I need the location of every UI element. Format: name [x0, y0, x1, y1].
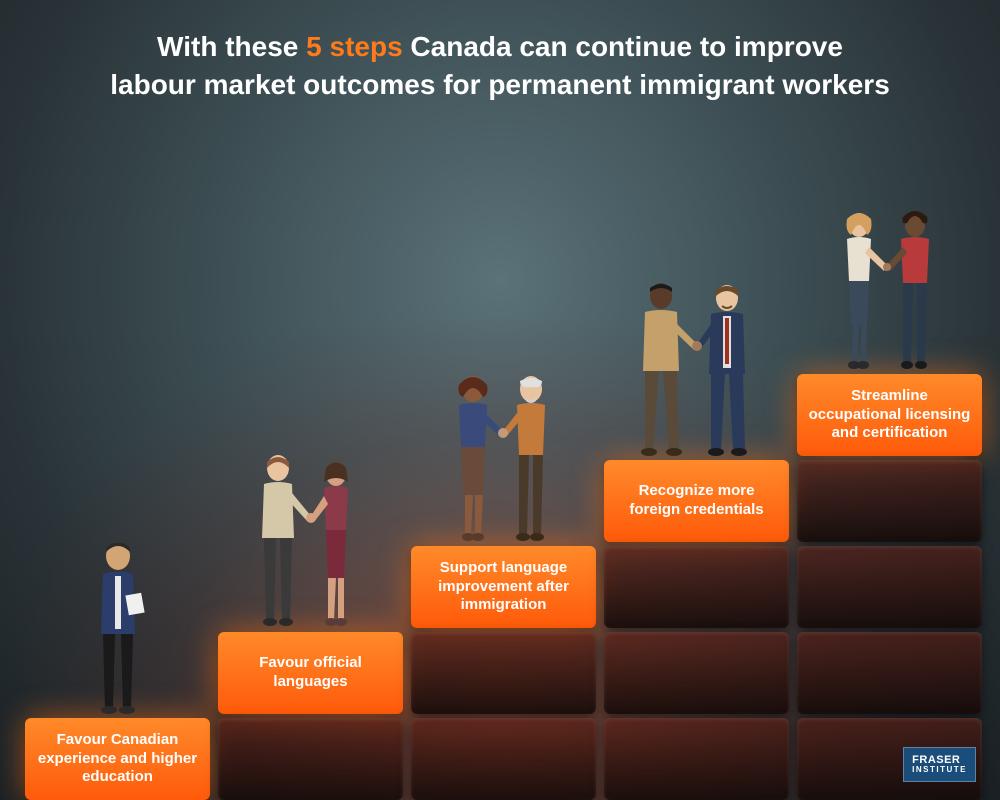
step-5-column: Streamline occupational licensing and ce… — [797, 370, 982, 800]
people-handshake-1 — [236, 448, 386, 628]
step-2-dark-1 — [218, 718, 403, 800]
step-5-dark-1 — [797, 460, 982, 542]
logo-sub: INSTITUTE — [912, 766, 967, 775]
step-5-dark-3 — [797, 632, 982, 714]
step-1-column: Favour Canadian experience and higher ed… — [25, 714, 210, 800]
step-4-dark-2 — [604, 632, 789, 714]
step-5-label-block: Streamline occupational licensing and ce… — [797, 374, 982, 456]
people-handshake-4 — [817, 205, 962, 370]
people-handshake-3 — [617, 276, 777, 456]
headline: With these 5 steps Canada can continue t… — [0, 28, 1000, 104]
step-1-label: Favour Canadian experience and higher ed… — [33, 731, 202, 787]
fraser-institute-logo: FRASER INSTITUTE — [903, 747, 976, 782]
step-3-dark-2 — [411, 718, 596, 800]
step-4-label: Recognize more foreign credentials — [612, 482, 781, 520]
step-3-label: Support language improvement after immig… — [419, 559, 588, 615]
step-1-people — [25, 534, 210, 714]
title-pre: With these — [157, 31, 306, 62]
step-2-label-block: Favour official languages — [218, 632, 403, 714]
step-3-people — [411, 367, 596, 542]
step-5-label: Streamline occupational licensing and ce… — [805, 387, 974, 443]
step-3-label-block: Support language improvement after immig… — [411, 546, 596, 628]
step-4-dark-3 — [604, 718, 789, 800]
people-handshake-2 — [429, 367, 579, 542]
step-4-dark-1 — [604, 546, 789, 628]
title-highlight: 5 steps — [306, 31, 403, 62]
title-post1: Canada can continue to improve — [403, 31, 843, 62]
step-2-label: Favour official languages — [226, 654, 395, 692]
step-5-people — [797, 205, 982, 370]
step-4-people — [604, 276, 789, 456]
step-3-dark-1 — [411, 632, 596, 714]
step-2-column: Favour official languages — [218, 628, 403, 800]
staircase-stage: Favour Canadian experience and higher ed… — [0, 200, 1000, 800]
title-post2: labour market outcomes for permanent imm… — [110, 69, 890, 100]
step-4-label-block: Recognize more foreign credentials — [604, 460, 789, 542]
step-1-label-block: Favour Canadian experience and higher ed… — [25, 718, 210, 800]
step-5-dark-2 — [797, 546, 982, 628]
step-2-people — [218, 448, 403, 628]
person-man-paper — [83, 534, 153, 714]
step-4-column: Recognize more foreign credentials — [604, 456, 789, 800]
step-3-column: Support language improvement after immig… — [411, 542, 596, 800]
